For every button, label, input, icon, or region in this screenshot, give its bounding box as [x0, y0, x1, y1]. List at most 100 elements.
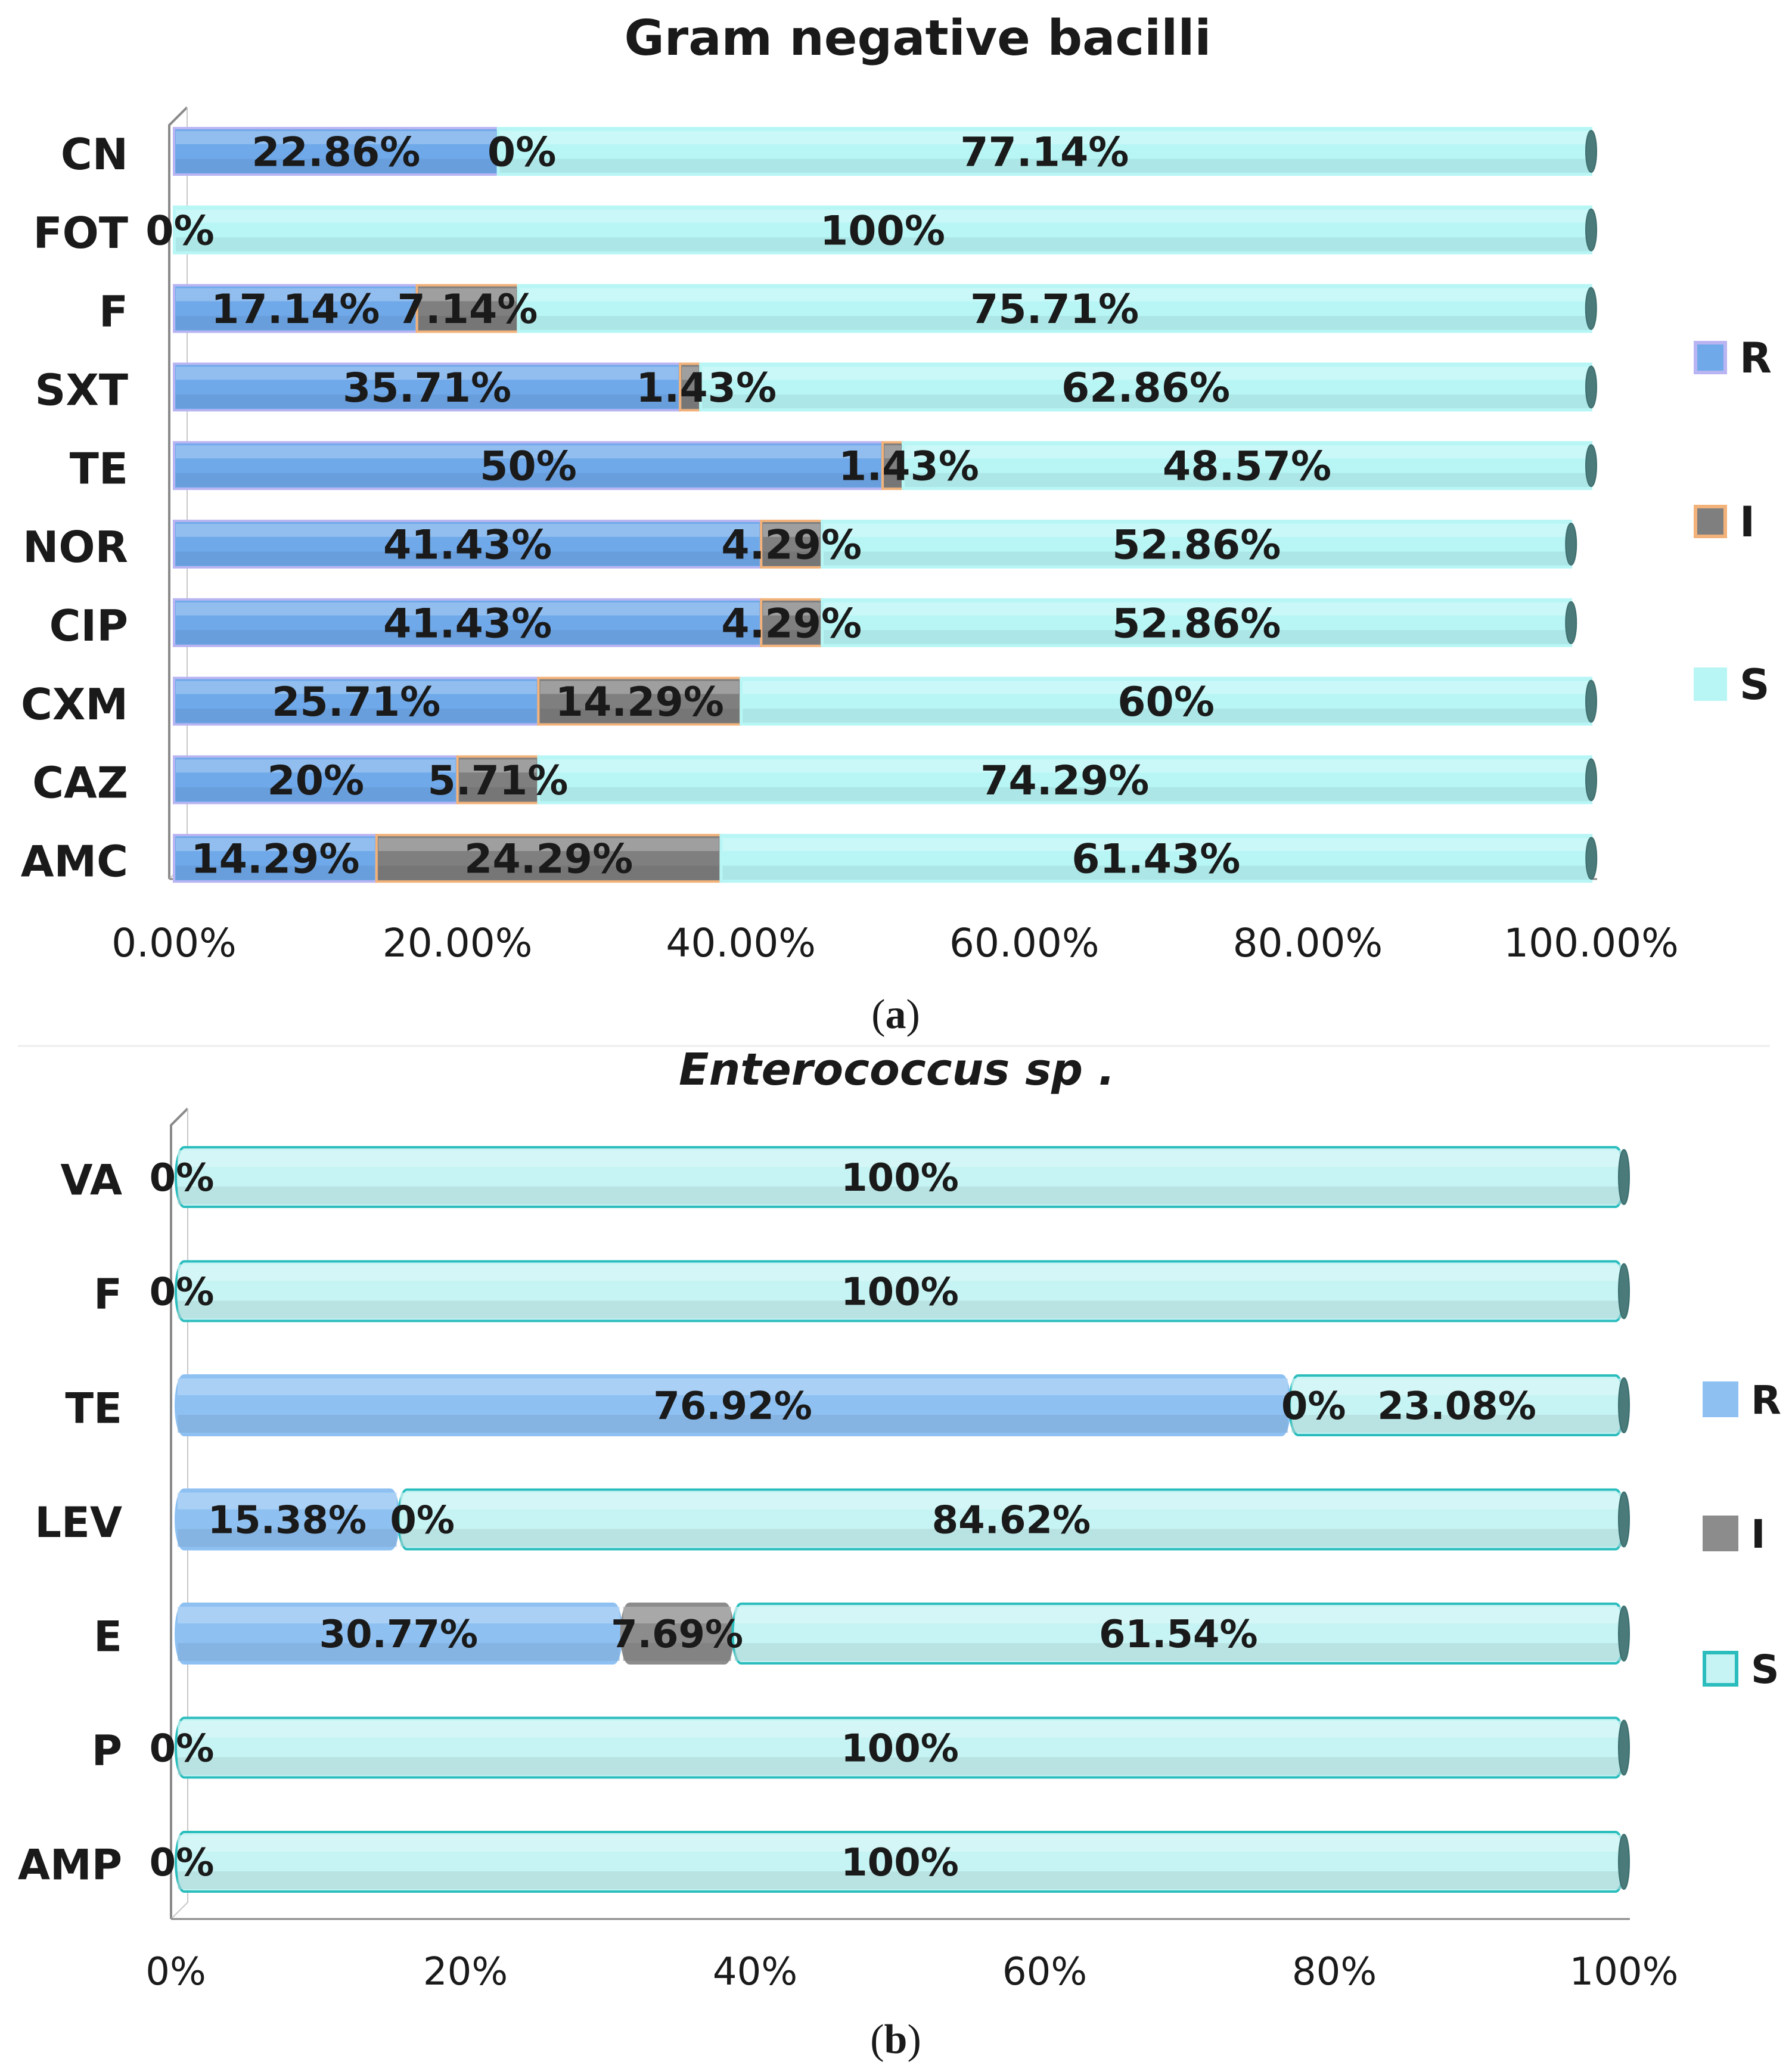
bar-shadow — [176, 709, 537, 723]
category-label: E — [94, 1612, 122, 1661]
bar-highlight — [702, 367, 1589, 380]
bar-shadow — [884, 473, 902, 487]
bar-end-cap — [1585, 208, 1597, 251]
bar-shadow — [176, 787, 456, 802]
bar-highlight — [499, 131, 1589, 144]
bar-shadow — [623, 1643, 731, 1661]
data-label-i-cn: 0% — [487, 129, 556, 176]
data-label-r-cxm: 25.71% — [272, 679, 440, 726]
bar-highlight — [743, 681, 1589, 694]
data-label-s-p: 100% — [841, 1727, 959, 1771]
bar-end-cap — [1585, 679, 1597, 723]
bar-highlight — [540, 681, 740, 694]
bar-shadow — [540, 787, 1589, 802]
data-label-s-e: 61.54% — [1099, 1613, 1258, 1657]
bar-shadow — [178, 1187, 1622, 1204]
category-label: AMP — [18, 1840, 122, 1889]
chart-panel-b: Enterococcus sp . 0% 20% 40% 60% 80% 100% VA 0% 1… — [18, 1044, 1781, 2063]
data-label-i-amc: 24.29% — [464, 836, 633, 883]
bar-highlight — [178, 1835, 1622, 1852]
bar-highlight — [178, 1721, 1622, 1738]
x-tick-label: 60.00% — [949, 920, 1100, 966]
bar-end-cap — [1618, 1834, 1630, 1890]
bar-highlight — [682, 367, 699, 380]
data-label-r-lev: 15.38% — [208, 1499, 367, 1543]
bar-end-cap — [1585, 758, 1597, 802]
bar-highlight — [176, 367, 679, 380]
bar-highlight — [824, 524, 1570, 537]
legend-swatch-r — [1703, 1381, 1738, 1417]
bar-highlight — [176, 209, 1589, 223]
data-label-r-cn: 22.86% — [251, 129, 420, 176]
category-label: NOR — [23, 522, 128, 572]
legend-label-i: I — [1751, 1511, 1766, 1557]
bar-shadow — [520, 316, 1589, 330]
data-label-s-caz: 74.29% — [980, 757, 1149, 805]
bar-shadow — [763, 551, 821, 566]
bar-shadow — [178, 1871, 1622, 1889]
bar-shadow — [178, 1757, 1622, 1775]
data-label-i-te: 0% — [1281, 1384, 1346, 1429]
data-label-i-caz: 5.71% — [428, 757, 569, 805]
legend-label-r: R — [1751, 1377, 1781, 1423]
data-label-r-te: 50% — [480, 443, 577, 490]
data-label-s-cip: 52.86% — [1112, 600, 1281, 647]
bar-shadow — [824, 630, 1570, 644]
bar-shadow — [734, 1643, 1622, 1661]
legend-label-s: S — [1751, 1647, 1779, 1693]
legend-swatch-r — [1694, 341, 1727, 374]
bar-end-cap — [1585, 130, 1597, 173]
data-label-s-te: 48.57% — [1163, 443, 1331, 490]
bar-shadow — [176, 865, 375, 880]
bar-shadow — [418, 316, 517, 330]
data-label-i-e: 7.69% — [611, 1613, 743, 1657]
bar-highlight — [400, 1492, 1623, 1510]
bar-highlight — [520, 288, 1589, 302]
bar-end-cap — [1618, 1377, 1630, 1433]
bar-end-cap — [1618, 1606, 1630, 1662]
bar-shadow — [176, 551, 760, 566]
bar-end-cap — [1585, 444, 1597, 487]
category-label: CIP — [49, 601, 128, 651]
bar-highlight — [178, 1150, 1622, 1167]
legend-swatch-i — [1694, 505, 1727, 538]
data-label-s-f: 100% — [841, 1271, 959, 1315]
bar-highlight — [176, 602, 760, 616]
bar-end-cap — [1585, 837, 1598, 880]
axis-wall — [168, 106, 188, 879]
data-label-r-amp: 0% — [150, 1841, 215, 1885]
x-tick-label: 80.00% — [1233, 920, 1383, 966]
bar-highlight — [176, 131, 496, 144]
bar-highlight — [763, 602, 821, 616]
x-tick-label: 60% — [1002, 1950, 1087, 1994]
data-label-r-sxt: 35.71% — [343, 365, 511, 412]
bar-shadow — [722, 865, 1590, 880]
bar-highlight — [176, 524, 760, 537]
legend-swatch-s — [1703, 1651, 1738, 1687]
bar-end-cap — [1565, 601, 1577, 644]
bar-shadow — [540, 709, 740, 723]
bar-highlight — [176, 838, 375, 852]
data-label-r-f: 17.14% — [211, 286, 380, 333]
legend-label-i: I — [1740, 498, 1755, 547]
x-tick-label: 100% — [1570, 1950, 1679, 1994]
bar-shadow — [176, 316, 415, 330]
bar-end-cap — [1585, 287, 1597, 330]
panel-caption: (b) — [870, 2017, 921, 2063]
bar-highlight — [178, 1492, 397, 1510]
category-label: F — [99, 287, 128, 337]
data-label-i-te: 1.43% — [838, 443, 979, 490]
bar-shadow — [905, 473, 1589, 487]
bar-highlight — [378, 838, 719, 852]
category-label: CN — [61, 129, 128, 179]
x-tick-label: 0.00% — [111, 920, 237, 966]
data-label-s-va: 100% — [841, 1156, 959, 1200]
category-label: CAZ — [32, 758, 128, 808]
bar-highlight — [884, 445, 902, 459]
bar-end-cap — [1618, 1719, 1630, 1776]
bar-shadow — [459, 787, 537, 802]
bar-shadow — [178, 1643, 620, 1661]
data-label-r-p: 0% — [150, 1727, 215, 1771]
bar-highlight — [763, 524, 821, 537]
